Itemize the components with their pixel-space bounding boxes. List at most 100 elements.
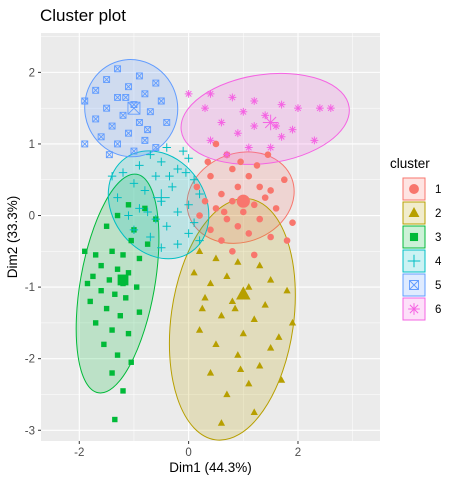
- point-cluster-3: [87, 298, 93, 305]
- point-cluster-4: [173, 239, 182, 249]
- point-cluster-2: [217, 419, 226, 426]
- point-cluster-3: [103, 223, 110, 229]
- point-cluster-3: [109, 327, 115, 333]
- point-cluster-4: [124, 211, 133, 220]
- point-cluster-4: [157, 157, 166, 167]
- point-cluster-1: [237, 158, 244, 166]
- point-cluster-1: [240, 208, 247, 216]
- point-cluster-5: [122, 93, 130, 101]
- point-cluster-4: [146, 150, 155, 159]
- chart-title: Cluster plot: [40, 6, 126, 25]
- point-cluster-4: [135, 204, 144, 213]
- point-cluster-3: [120, 388, 126, 394]
- point-cluster-3: [128, 359, 134, 365]
- point-cluster-6: [201, 104, 209, 113]
- point-cluster-1: [229, 248, 236, 255]
- point-cluster-3: [90, 273, 96, 280]
- point-cluster-5: [103, 76, 111, 83]
- point-cluster-4: [173, 164, 182, 174]
- y-tick-label: -2: [25, 354, 35, 366]
- point-cluster-5: [130, 147, 138, 155]
- point-cluster-4: [184, 229, 193, 238]
- point-cluster-2: [223, 390, 231, 398]
- point-cluster-4: [135, 161, 144, 170]
- point-cluster-5: [105, 151, 113, 159]
- point-cluster-3: [133, 284, 140, 290]
- point-cluster-1: [283, 237, 291, 244]
- point-cluster-2: [261, 301, 269, 308]
- point-cluster-2: [190, 268, 198, 276]
- center-cluster-1: [236, 194, 250, 208]
- point-cluster-4: [184, 200, 193, 209]
- point-cluster-5: [103, 104, 111, 112]
- point-cluster-1: [272, 205, 280, 212]
- point-cluster-3: [114, 212, 121, 219]
- point-cluster-3: [125, 270, 132, 276]
- point-cluster-4: [129, 225, 139, 235]
- point-cluster-1: [234, 222, 242, 230]
- point-cluster-5: [135, 72, 143, 80]
- point-cluster-2: [245, 283, 253, 290]
- point-cluster-6: [277, 132, 286, 141]
- data-points: [81, 65, 335, 426]
- point-cluster-3: [109, 248, 115, 255]
- point-cluster-1: [234, 183, 242, 191]
- point-cluster-4: [168, 182, 177, 192]
- point-cluster-4: [178, 146, 188, 156]
- x-axis-title: Dim1 (44.3%): [169, 460, 252, 475]
- point-cluster-5: [108, 122, 116, 130]
- center-cluster-5: [127, 101, 141, 115]
- point-cluster-1: [207, 226, 214, 234]
- point-cluster-3: [120, 252, 126, 258]
- point-cluster-5: [141, 136, 149, 144]
- point-cluster-1: [245, 172, 253, 180]
- point-cluster-5: [141, 90, 149, 98]
- point-cluster-4: [195, 236, 204, 245]
- point-cluster-2: [277, 376, 286, 383]
- point-cluster-4: [165, 171, 174, 181]
- legend-symbol-1: [409, 184, 419, 194]
- point-cluster-2: [212, 254, 220, 262]
- point-cluster-5: [152, 144, 160, 151]
- point-cluster-4: [181, 168, 191, 177]
- point-cluster-2: [283, 286, 291, 294]
- point-cluster-1: [212, 205, 220, 212]
- point-cluster-2: [234, 351, 242, 358]
- legend-label-3: 3: [435, 232, 441, 244]
- point-cluster-5: [114, 65, 121, 73]
- point-cluster-3: [98, 287, 104, 294]
- point-cluster-6: [223, 150, 231, 159]
- point-cluster-3: [101, 341, 107, 348]
- point-cluster-2: [234, 258, 242, 265]
- point-cluster-3: [128, 237, 134, 244]
- point-cluster-3: [98, 262, 104, 269]
- point-cluster-3: [136, 255, 143, 262]
- point-cluster-1: [196, 212, 203, 219]
- point-cluster-5: [135, 119, 143, 126]
- legend-label-1: 1: [435, 184, 441, 196]
- point-cluster-2: [267, 275, 275, 283]
- point-cluster-3: [112, 291, 118, 297]
- point-cluster-6: [288, 125, 297, 134]
- x-tick-label: 2: [295, 447, 301, 459]
- legend-symbol-6: [408, 303, 420, 315]
- y-tick-label: -3: [25, 425, 35, 437]
- legend-label-6: 6: [435, 304, 441, 316]
- point-cluster-2: [288, 318, 297, 326]
- point-cluster-6: [310, 136, 319, 145]
- point-cluster-5: [152, 79, 160, 87]
- point-cluster-4: [140, 186, 150, 195]
- point-cluster-4: [189, 218, 199, 227]
- point-cluster-2: [206, 369, 215, 376]
- point-cluster-3: [123, 295, 129, 301]
- cluster-ellipse-3: [75, 173, 160, 394]
- point-cluster-3: [144, 241, 151, 247]
- point-cluster-2: [206, 279, 215, 287]
- point-cluster-4: [184, 154, 193, 163]
- point-cluster-4: [129, 179, 139, 188]
- point-cluster-6: [239, 107, 248, 116]
- point-cluster-2: [198, 304, 206, 312]
- point-cluster-1: [281, 176, 288, 184]
- point-cluster-1: [229, 197, 236, 205]
